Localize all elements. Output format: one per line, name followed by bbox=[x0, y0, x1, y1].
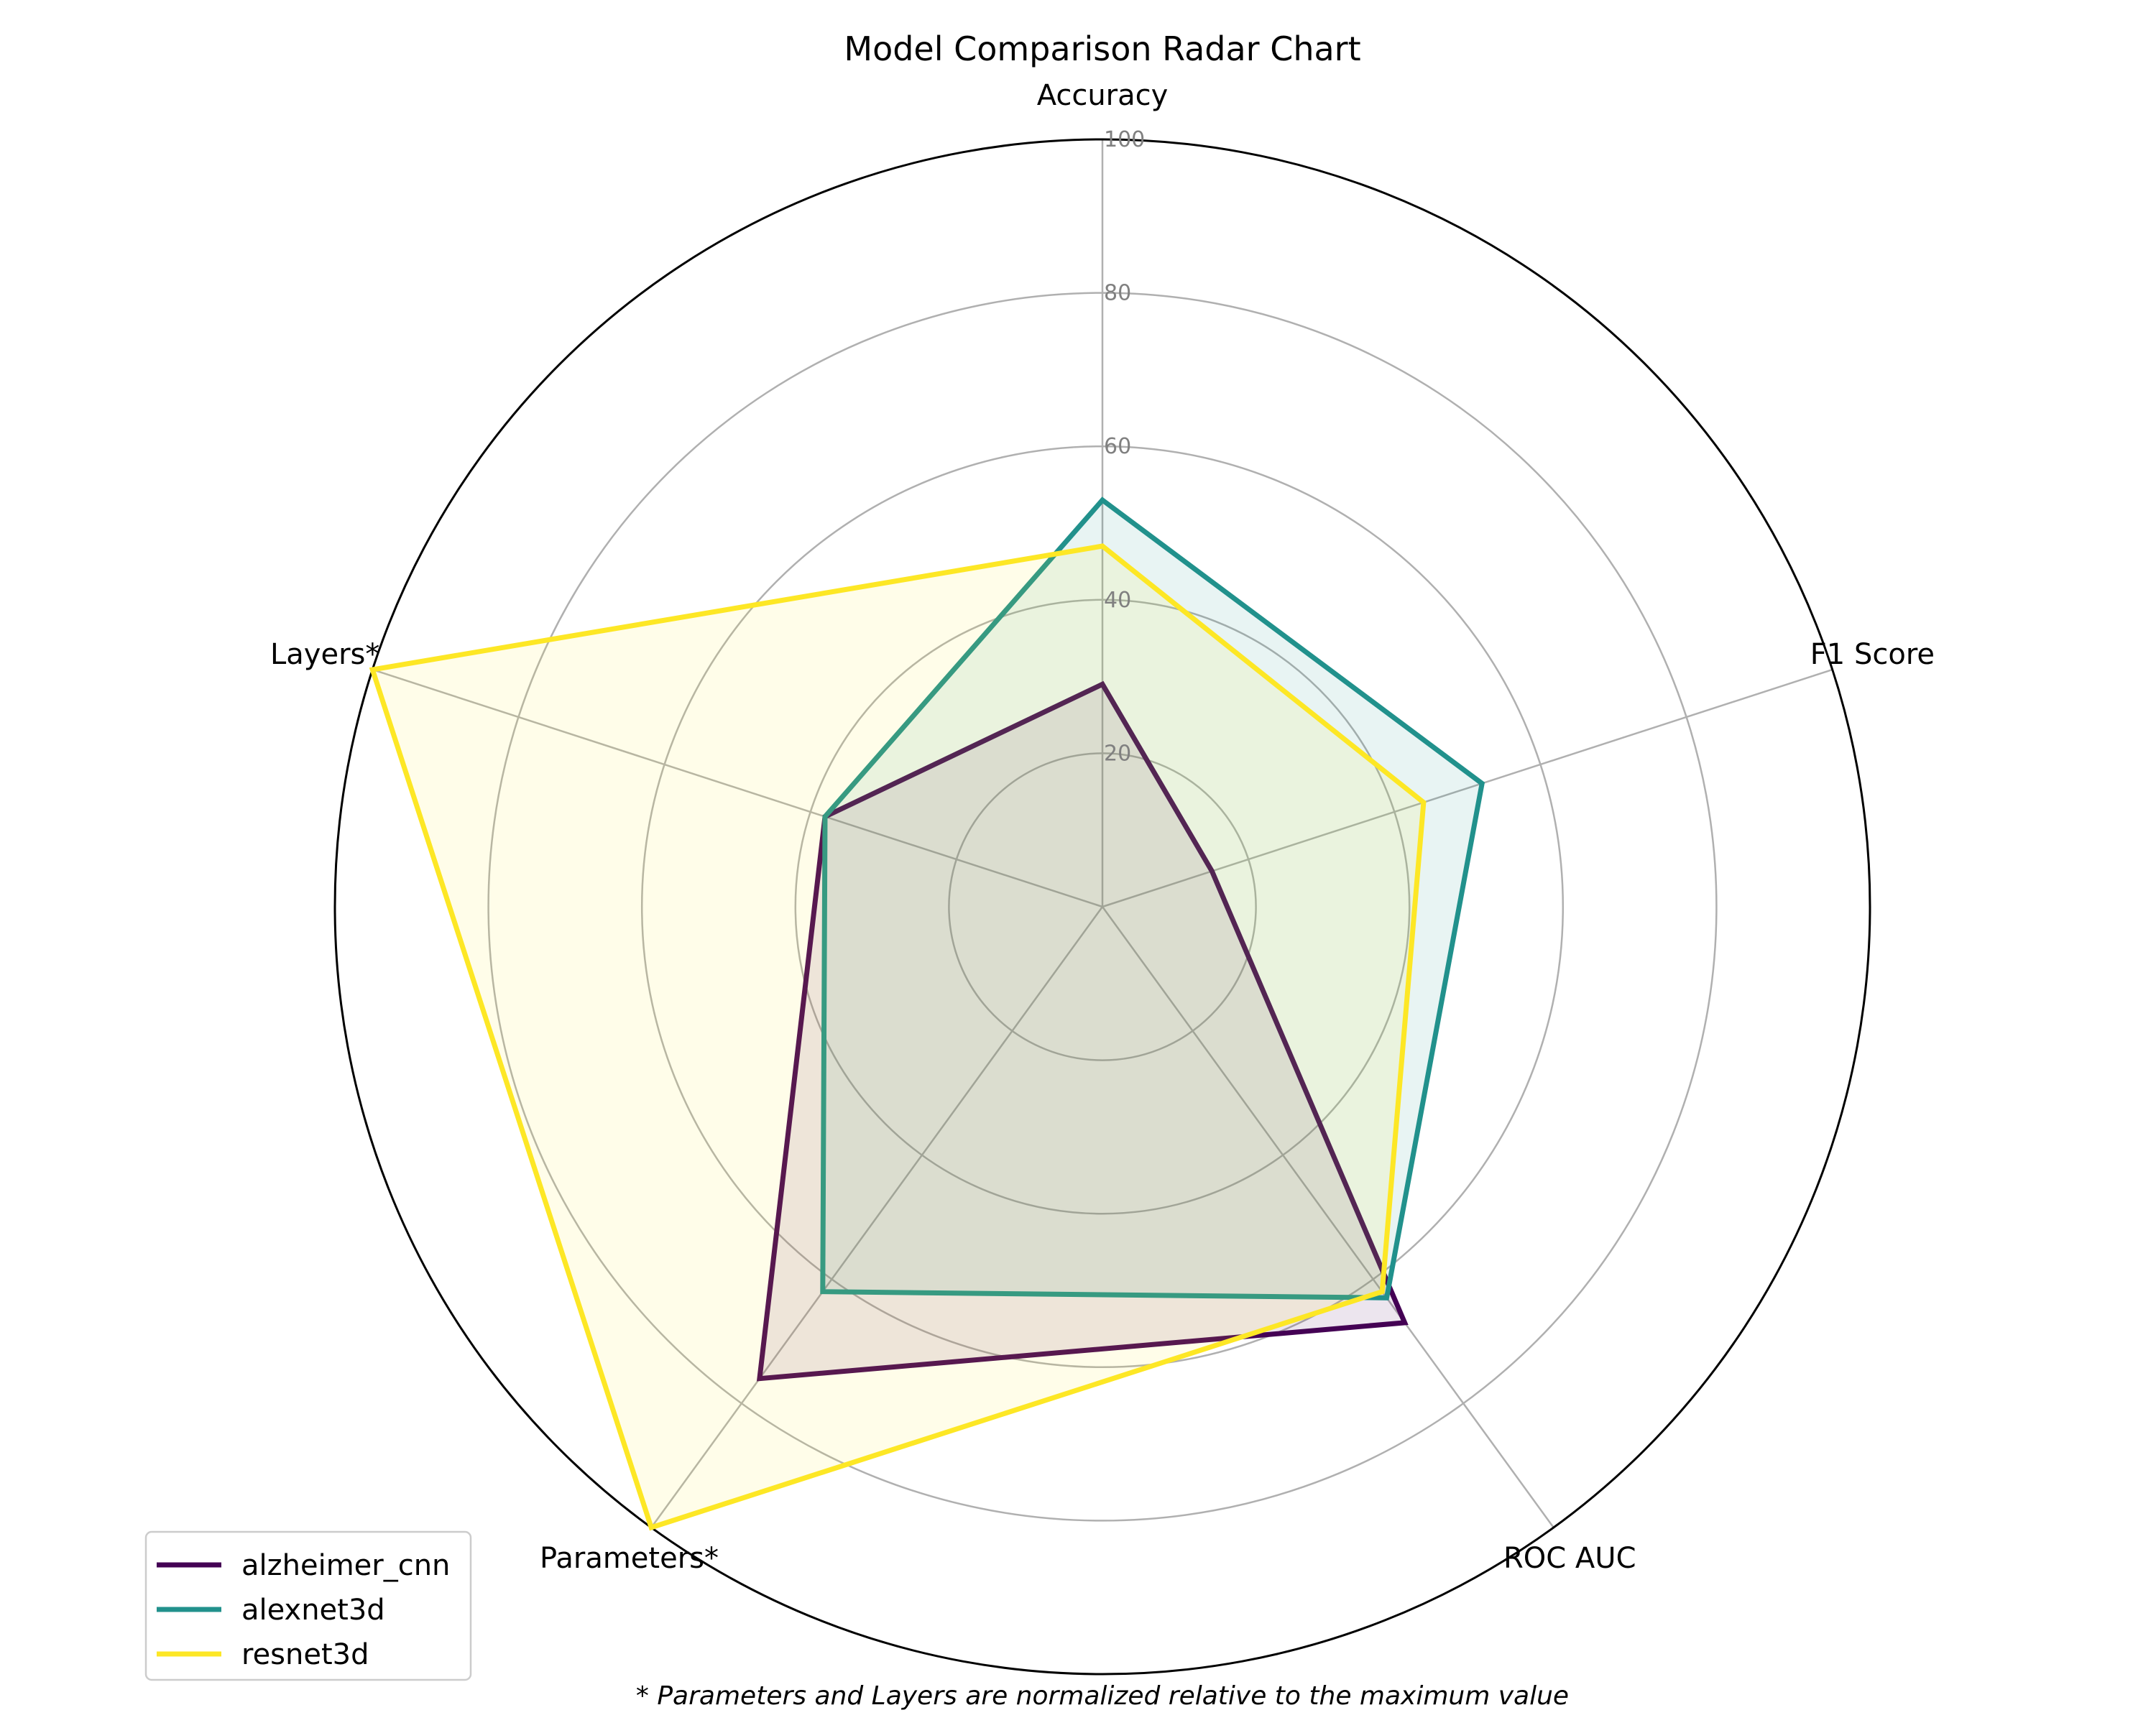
radial-gridline-5 bbox=[372, 668, 1103, 908]
r-tick-label: 100 bbox=[1104, 127, 1145, 152]
legend-frame bbox=[144, 1530, 472, 1681]
series-fill-alexnet3d bbox=[822, 500, 1483, 1298]
grid-layer bbox=[333, 138, 1871, 1676]
legend-label-alexnet3d: alexnet3d bbox=[241, 1594, 385, 1627]
r-tick-label: 80 bbox=[1104, 281, 1131, 306]
grid-ring-80 bbox=[487, 292, 1718, 1522]
series-line-alzheimer_cnn bbox=[756, 680, 1409, 1382]
legend: alzheimer_cnn alexnet3d resnet3d bbox=[144, 1530, 472, 1681]
radial-gridline-3 bbox=[1101, 906, 1554, 1528]
axis-label-2: F1 Score bbox=[1810, 638, 1935, 671]
legend-label-resnet3d: resnet3d bbox=[241, 1638, 369, 1671]
axis-label-5: Layers* bbox=[270, 638, 379, 671]
chart-title: Model Comparison Radar Chart bbox=[844, 29, 1360, 68]
radial-gridline-2 bbox=[1102, 668, 1833, 908]
axis-label-3: ROC AUC bbox=[1503, 1542, 1636, 1575]
grid-ring-20 bbox=[948, 752, 1257, 1061]
series-layer bbox=[369, 496, 1485, 1531]
footnote: * Parameters and Layers are normalized r… bbox=[636, 1681, 1569, 1711]
axis-label-1: Accuracy bbox=[1037, 79, 1169, 112]
r-tick-label: 40 bbox=[1104, 588, 1131, 613]
axis-label-4: Parameters* bbox=[540, 1542, 719, 1575]
grid-ring-60 bbox=[640, 445, 1565, 1369]
r-tick-label: 20 bbox=[1104, 741, 1131, 766]
grid-ring-40 bbox=[794, 599, 1411, 1215]
series-fill-resnet3d bbox=[372, 546, 1424, 1528]
series-line-resnet3d bbox=[369, 543, 1427, 1531]
series-line-alexnet3d bbox=[820, 496, 1485, 1300]
r-tick-label: 60 bbox=[1104, 434, 1131, 459]
legend-label-alzheimer_cnn: alzheimer_cnn bbox=[241, 1549, 450, 1582]
axis-label-layer: 20 40 60 80 100 Accuracy F1 Score ROC AUC Parame… bbox=[270, 79, 1935, 1575]
series-fill-alzheimer_cnn bbox=[759, 684, 1405, 1379]
outer-frame bbox=[333, 138, 1871, 1676]
radial-gridline-4 bbox=[650, 906, 1104, 1528]
